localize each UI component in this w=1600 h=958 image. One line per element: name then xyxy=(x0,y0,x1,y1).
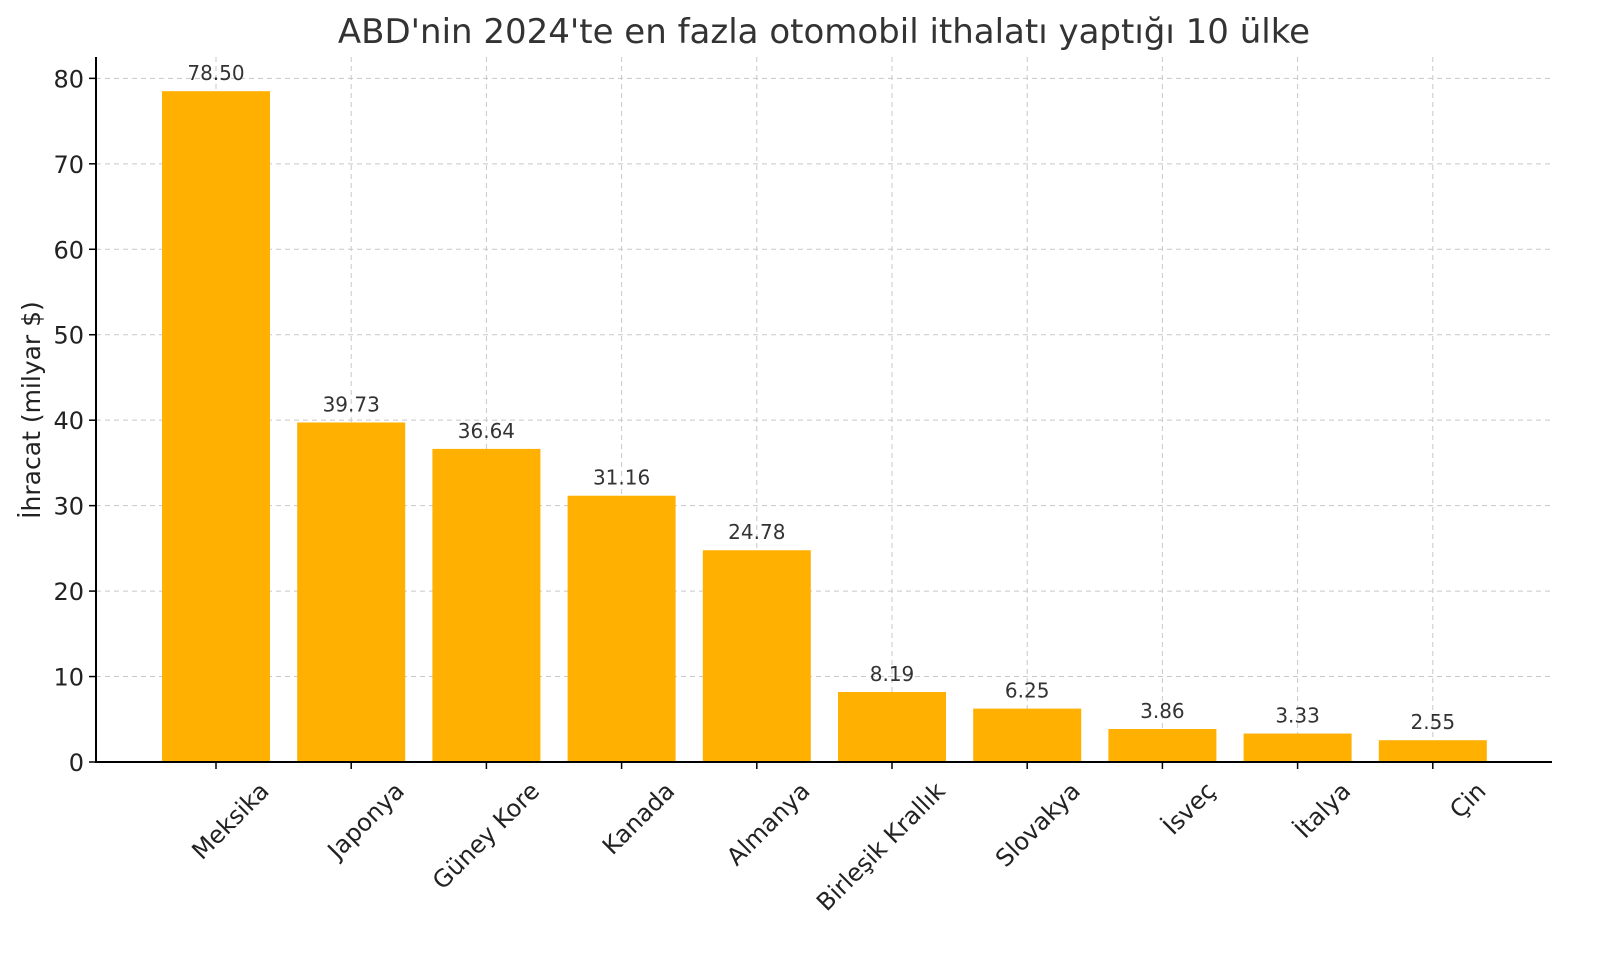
data-label: 31.16 xyxy=(593,466,650,490)
x-tick-label: Kanada xyxy=(597,777,680,860)
data-label: 6.25 xyxy=(1005,679,1050,703)
bar xyxy=(1378,740,1487,762)
bar xyxy=(973,708,1082,762)
y-ticks-layer: 0 10 20 30 40 50 60 70 80 xyxy=(53,65,96,777)
y-tick-label: 50 xyxy=(53,322,84,350)
axes-layer xyxy=(95,57,1552,763)
data-label: 3.33 xyxy=(1275,704,1320,728)
data-label: 36.64 xyxy=(458,419,515,443)
y-tick-label: 30 xyxy=(53,493,84,521)
y-tick-label: 80 xyxy=(53,65,84,93)
y-tick-label: 40 xyxy=(53,407,84,435)
x-tick-label: Çin xyxy=(1444,777,1491,824)
chart-title: ABD'nin 2024'te en fazla otomobil ithala… xyxy=(338,12,1310,52)
bar xyxy=(702,550,811,762)
x-tick-label: Birleşik Krallık xyxy=(811,777,951,917)
x-tick-label: İtalya xyxy=(1289,776,1357,844)
y-tick-label: 60 xyxy=(53,236,84,264)
data-label: 8.19 xyxy=(870,662,915,686)
y-axis-title: İhracat (milyar $) xyxy=(17,301,46,519)
grid-layer xyxy=(96,57,1552,762)
y-tick-label: 10 xyxy=(53,664,84,692)
bar xyxy=(1108,729,1217,762)
bar xyxy=(297,422,406,762)
x-ticks-layer: Meksika Japonya Güney Kore Kanada AlmanyaBir… xyxy=(186,762,1491,916)
y-tick-label: 70 xyxy=(53,151,84,179)
x-tick-label: Japonya xyxy=(321,777,410,866)
bar xyxy=(162,91,270,762)
bar xyxy=(432,448,541,762)
data-label: 2.55 xyxy=(1411,710,1456,734)
x-tick-label: Almanya xyxy=(721,777,815,871)
y-tick-label: 20 xyxy=(53,578,84,606)
data-label: 24.78 xyxy=(728,520,785,544)
x-tick-label: Meksika xyxy=(186,777,274,865)
y-tick-label: 0 xyxy=(69,749,84,777)
bar xyxy=(838,692,946,762)
x-tick-label: Slovakya xyxy=(990,777,1086,873)
bar xyxy=(1243,733,1352,762)
data-label: 39.73 xyxy=(323,392,380,416)
x-tick-label: Güney Kore xyxy=(427,777,545,895)
bar xyxy=(567,495,676,762)
x-tick-label: İsveç xyxy=(1157,776,1221,840)
data-labels-layer: 78.50 39.73 36.64 31.16 24.78 8.19 6.25 3.86 3.3… xyxy=(187,61,1455,734)
bars-layer xyxy=(162,91,1487,762)
data-label: 3.86 xyxy=(1140,699,1185,723)
data-label: 78.50 xyxy=(187,61,244,85)
